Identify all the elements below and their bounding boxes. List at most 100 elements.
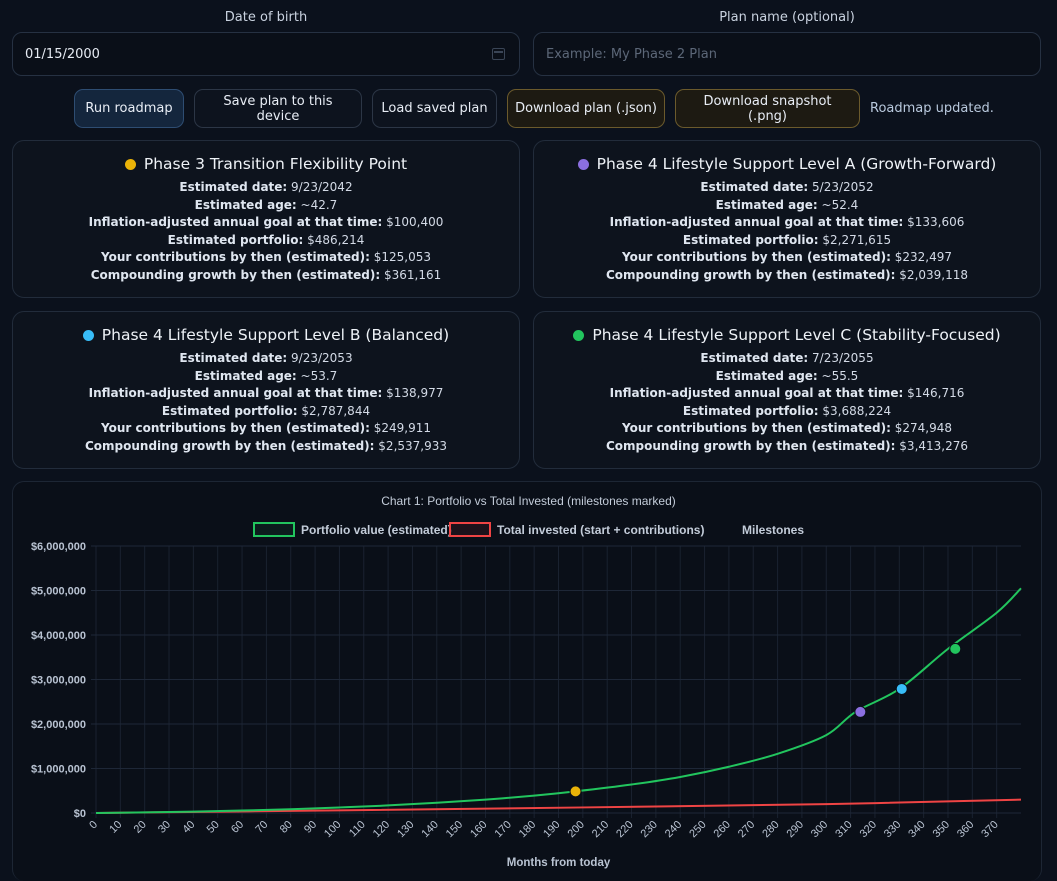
status-message: Roadmap updated.: [870, 101, 994, 116]
milestone-age-row: Estimated age: ~42.7: [13, 197, 519, 215]
milestone-contrib-label: Your contributions by then (estimated):: [621, 250, 891, 265]
milestone-title-row: Phase 4 Lifestyle Support Level B (Balan…: [13, 326, 519, 344]
milestone-goal-label: Inflation-adjusted annual goal at that t…: [609, 386, 904, 401]
milestone-contrib-row: Your contributions by then (estimated): …: [534, 420, 1040, 438]
milestone-contrib-label: Your contributions by then (estimated):: [100, 250, 370, 265]
milestone-card-level-a: Phase 4 Lifestyle Support Level A (Growt…: [533, 140, 1041, 298]
dob-input[interactable]: 01/15/2000: [12, 32, 520, 76]
milestone-title-row: Phase 4 Lifestyle Support Level A (Growt…: [534, 155, 1040, 173]
milestone-goal-value: $138,977: [386, 386, 444, 401]
milestone-dot-icon: [124, 158, 136, 170]
milestone-portfolio-label: Estimated portfolio:: [682, 232, 819, 247]
milestone-card-phase3: Phase 3 Transition Flexibility Point Esti…: [12, 140, 520, 298]
dob-value: 01/15/2000: [25, 46, 100, 62]
milestone-portfolio-label: Estimated portfolio:: [682, 403, 819, 418]
milestone-goal-row: Inflation-adjusted annual goal at that t…: [13, 385, 519, 403]
run-roadmap-button[interactable]: Run roadmap: [74, 89, 184, 128]
milestone-date-value: 5/23/2052: [812, 180, 874, 194]
milestone-details: Estimated date: 9/23/2042 Estimated age: …: [13, 179, 519, 285]
milestone-date-label: Estimated date:: [179, 180, 288, 194]
milestone-contrib-row: Your contributions by then (estimated): …: [13, 420, 519, 438]
milestone-goal-row: Inflation-adjusted annual goal at that t…: [13, 214, 519, 232]
plan-name-input[interactable]: Example: My Phase 2 Plan: [533, 32, 1041, 76]
milestone-dot-icon: [577, 158, 589, 170]
milestone-portfolio-label: Estimated portfolio:: [167, 232, 304, 247]
milestone-card-level-b: Phase 4 Lifestyle Support Level B (Balan…: [12, 311, 520, 469]
milestone-date-label: Estimated date:: [700, 180, 809, 194]
milestone-goal-value: $146,716: [907, 386, 965, 401]
milestone-contrib-value: $249,911: [373, 421, 431, 436]
milestone-contrib-value: $125,053: [373, 250, 431, 265]
milestone-date-value: 7/23/2055: [812, 351, 874, 365]
milestone-goal-value: $133,606: [907, 215, 965, 230]
milestone-growth-value: $3,413,276: [899, 438, 969, 453]
milestone-date-value: 9/23/2042: [291, 180, 353, 194]
chart-panel: [12, 481, 1042, 881]
download-png-button[interactable]: Download snapshot (.png): [675, 89, 860, 128]
milestone-age-label: Estimated age:: [715, 368, 818, 383]
milestone-growth-row: Compounding growth by then (estimated): …: [534, 267, 1040, 285]
milestone-portfolio-value: $2,787,844: [301, 403, 371, 418]
milestone-age-row: Estimated age: ~55.5: [534, 368, 1040, 386]
milestone-date-row: Estimated date: 9/23/2053: [13, 350, 519, 368]
milestone-title: Phase 3 Transition Flexibility Point: [143, 155, 408, 173]
milestone-date-row: Estimated date: 7/23/2055: [534, 350, 1040, 368]
milestone-contrib-label: Your contributions by then (estimated):: [100, 421, 370, 436]
milestone-details: Estimated date: 9/23/2053 Estimated age: …: [13, 350, 519, 456]
milestone-portfolio-row: Estimated portfolio: $3,688,224: [534, 403, 1040, 421]
milestone-date-label: Estimated date:: [700, 351, 809, 365]
milestone-date-row: Estimated date: 5/23/2052: [534, 179, 1040, 197]
milestone-growth-label: Compounding growth by then (estimated):: [605, 267, 896, 282]
milestone-contrib-label: Your contributions by then (estimated):: [621, 421, 891, 436]
milestone-age-row: Estimated age: ~53.7: [13, 368, 519, 386]
calendar-icon[interactable]: [492, 48, 505, 60]
milestone-age-row: Estimated age: ~52.4: [534, 197, 1040, 215]
milestone-goal-row: Inflation-adjusted annual goal at that t…: [534, 214, 1040, 232]
milestone-title-row: Phase 3 Transition Flexibility Point: [13, 155, 519, 173]
milestone-age-label: Estimated age:: [194, 197, 297, 212]
milestone-portfolio-value: $3,688,224: [822, 403, 892, 418]
milestone-date-value: 9/23/2053: [291, 351, 353, 365]
milestone-goal-value: $100,400: [386, 215, 444, 230]
save-plan-button[interactable]: Save plan to this device: [194, 89, 362, 128]
plan-name-placeholder: Example: My Phase 2 Plan: [546, 46, 717, 62]
milestone-growth-label: Compounding growth by then (estimated):: [90, 267, 381, 282]
milestone-contrib-value: $232,497: [894, 250, 952, 265]
dob-label: Date of birth: [224, 10, 308, 25]
milestone-details: Estimated date: 7/23/2055 Estimated age: …: [534, 350, 1040, 456]
milestone-goal-label: Inflation-adjusted annual goal at that t…: [88, 215, 383, 230]
plan-name-label: Plan name (optional): [719, 10, 855, 25]
milestone-age-value: ~53.7: [300, 368, 338, 383]
milestone-portfolio-row: Estimated portfolio: $2,787,844: [13, 403, 519, 421]
milestone-growth-value: $2,039,118: [899, 267, 969, 282]
milestone-growth-row: Compounding growth by then (estimated): …: [534, 438, 1040, 456]
milestone-title: Phase 4 Lifestyle Support Level A (Growt…: [596, 155, 997, 173]
milestone-age-value: ~42.7: [300, 197, 338, 212]
milestone-details: Estimated date: 5/23/2052 Estimated age: …: [534, 179, 1040, 285]
milestone-card-level-c: Phase 4 Lifestyle Support Level C (Stabi…: [533, 311, 1041, 469]
milestone-growth-label: Compounding growth by then (estimated):: [84, 438, 375, 453]
milestone-contrib-value: $274,948: [894, 421, 952, 436]
milestone-portfolio-value: $486,214: [307, 232, 365, 247]
milestone-title-row: Phase 4 Lifestyle Support Level C (Stabi…: [534, 326, 1040, 344]
milestone-portfolio-label: Estimated portfolio:: [161, 403, 298, 418]
milestone-portfolio-value: $2,271,615: [822, 232, 892, 247]
chart-title: Chart 1: Portfolio vs Total Invested (mi…: [381, 494, 676, 508]
milestone-date-row: Estimated date: 9/23/2042: [13, 179, 519, 197]
milestone-title: Phase 4 Lifestyle Support Level C (Stabi…: [592, 326, 1001, 344]
milestone-contrib-row: Your contributions by then (estimated): …: [13, 249, 519, 267]
load-plan-button[interactable]: Load saved plan: [372, 89, 497, 128]
milestone-age-value: ~55.5: [821, 368, 859, 383]
download-json-button[interactable]: Download plan (.json): [507, 89, 665, 128]
milestone-dot-icon: [82, 329, 94, 341]
milestone-age-value: ~52.4: [821, 197, 859, 212]
milestone-goal-label: Inflation-adjusted annual goal at that t…: [88, 386, 383, 401]
milestone-growth-value: $361,161: [384, 267, 442, 282]
milestone-goal-row: Inflation-adjusted annual goal at that t…: [534, 385, 1040, 403]
milestone-growth-label: Compounding growth by then (estimated):: [605, 438, 896, 453]
milestone-dot-icon: [573, 329, 585, 341]
milestone-growth-row: Compounding growth by then (estimated): …: [13, 438, 519, 456]
milestone-date-label: Estimated date:: [179, 351, 288, 365]
milestone-goal-label: Inflation-adjusted annual goal at that t…: [609, 215, 904, 230]
milestone-title: Phase 4 Lifestyle Support Level B (Balan…: [101, 326, 450, 344]
